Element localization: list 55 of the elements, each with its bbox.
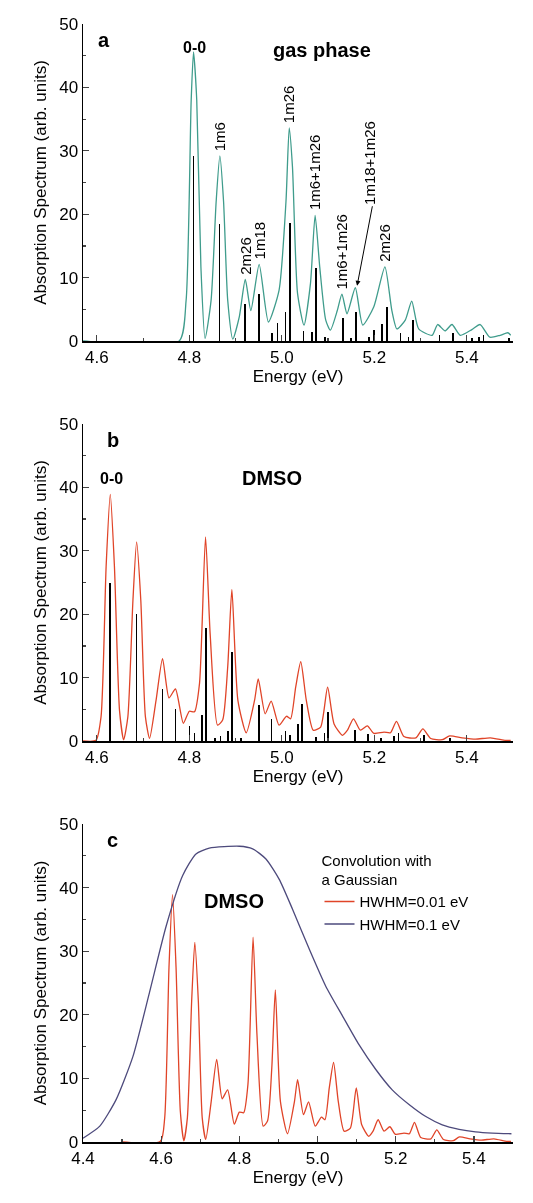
y-tick-label: 20 bbox=[59, 1005, 79, 1025]
x-tick-label: 5.2 bbox=[383, 1148, 408, 1168]
y-tick-label: 50 bbox=[59, 14, 79, 34]
x-tick-label: 4.6 bbox=[85, 347, 109, 367]
x-tick-label: 5.4 bbox=[454, 347, 479, 367]
x-tick-label: 5.2 bbox=[362, 747, 387, 767]
y-tick-label: 30 bbox=[59, 141, 79, 161]
y-tick-label: 10 bbox=[59, 1069, 79, 1089]
legend-label: HWHM=0.01 eV bbox=[359, 893, 469, 911]
annotation: 1m6+1m26 bbox=[333, 214, 351, 290]
x-tick-label: 5.0 bbox=[305, 1148, 330, 1168]
x-tick-label: 5.2 bbox=[362, 347, 387, 367]
y-tick-label: 20 bbox=[59, 205, 79, 225]
annotation: 1m6+1m26 bbox=[306, 134, 324, 211]
annotation: 1m6 bbox=[211, 122, 229, 152]
x-tick-label: 4.8 bbox=[177, 347, 202, 367]
y-tick-label: 0 bbox=[68, 731, 79, 751]
y-tick-label: 30 bbox=[59, 942, 79, 962]
y-tick-label: 50 bbox=[59, 814, 79, 834]
x-tick-label: 4.6 bbox=[149, 1148, 173, 1168]
x-axis-title: Energy (eV) bbox=[252, 367, 344, 387]
y-tick-label: 10 bbox=[59, 668, 79, 688]
x-axis-title: Energy (eV) bbox=[252, 1168, 344, 1188]
x-tick-label: 4.6 bbox=[85, 747, 109, 767]
legend-label: HWHM=0.1 eV bbox=[359, 915, 460, 933]
x-axis-title: Energy (eV) bbox=[252, 767, 344, 787]
legend-title: Convolution with a Gaussian bbox=[321, 851, 432, 889]
y-tick-label: 0 bbox=[68, 331, 79, 351]
y-tick-label: 40 bbox=[59, 478, 79, 498]
y-tick-label: 20 bbox=[59, 605, 79, 625]
annotation: 1m26 bbox=[280, 85, 298, 124]
y-axis-title: Absorption Spectrum (arb. units) bbox=[30, 60, 50, 305]
annotation: 1m18+1m26 bbox=[361, 121, 379, 205]
annotation: DMSO bbox=[242, 467, 302, 489]
annotation: 0-0 bbox=[183, 39, 207, 56]
x-tick-label: 5.4 bbox=[462, 1148, 486, 1168]
y-tick-label: 10 bbox=[59, 268, 79, 288]
x-tick-label: 4.8 bbox=[177, 747, 202, 767]
y-tick-label: 40 bbox=[59, 78, 79, 98]
annotation: c bbox=[107, 829, 119, 851]
x-tick-label: 5.0 bbox=[270, 347, 294, 367]
annotation: DMSO bbox=[204, 890, 264, 912]
y-axis-title: Absorption Spectrum (arb. units) bbox=[30, 460, 50, 705]
y-tick-label: 50 bbox=[59, 414, 79, 434]
annotation: b bbox=[107, 429, 120, 451]
annotation: gas phase bbox=[273, 39, 371, 61]
annotation: 0-0 bbox=[100, 470, 124, 487]
y-tick-label: 40 bbox=[59, 878, 79, 898]
annotation: a bbox=[98, 29, 110, 51]
y-tick-label: 30 bbox=[59, 541, 79, 561]
y-axis-title: Absorption Spectrum (arb. units) bbox=[30, 860, 50, 1106]
annotation: 2m26 bbox=[376, 224, 394, 262]
x-tick-label: 5.4 bbox=[454, 747, 479, 767]
x-tick-label: 4.8 bbox=[227, 1148, 252, 1168]
x-tick-label: 5.0 bbox=[270, 747, 294, 767]
